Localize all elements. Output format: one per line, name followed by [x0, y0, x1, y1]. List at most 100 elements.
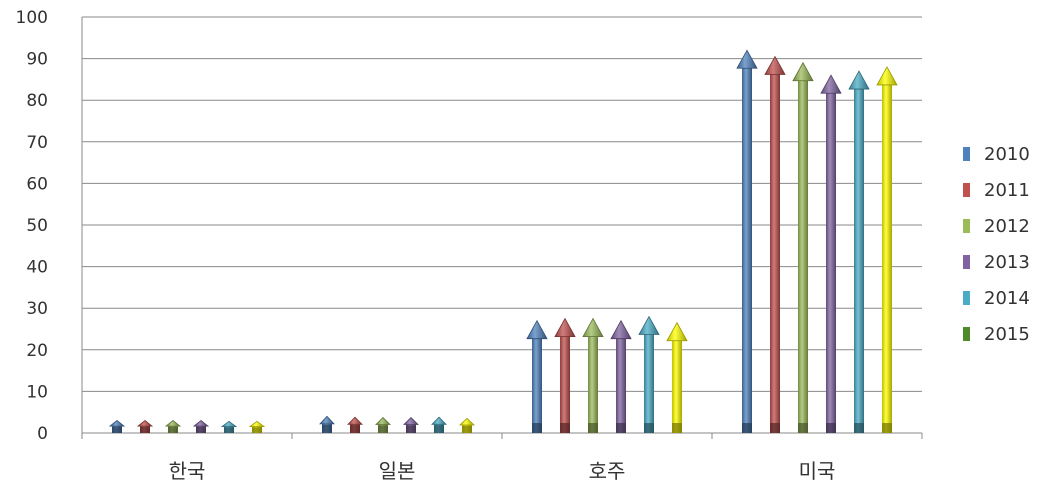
- bar-arrowhead: [820, 74, 842, 94]
- bar-arrowhead: [458, 417, 476, 426]
- legend-swatch: [963, 183, 970, 197]
- bar: [220, 420, 238, 433]
- bar-arrowhead: [403, 417, 419, 425]
- bar-shaft: [770, 74, 780, 434]
- bar-arrowhead: [220, 420, 238, 427]
- bar: [792, 61, 814, 433]
- bar-base: [672, 423, 682, 433]
- bar-arrowhead: [248, 420, 266, 427]
- bar-base: [798, 423, 808, 433]
- bar: [764, 55, 786, 434]
- legend-item: 2013: [963, 252, 1030, 273]
- legend-label: 2013: [984, 252, 1030, 273]
- bar-arrowhead: [526, 319, 548, 340]
- bar: [610, 319, 632, 433]
- y-tick-label: 20: [26, 341, 48, 361]
- bar-base: [434, 425, 444, 433]
- bar-base: [322, 424, 332, 433]
- bar-base: [168, 426, 178, 433]
- x-category-label: 미국: [799, 459, 836, 482]
- legend-swatch: [963, 291, 970, 305]
- bar-shaft: [742, 68, 752, 433]
- legend: 2010 2011 2012 2013 2014 2015: [963, 144, 1030, 345]
- y-tick-label: 10: [26, 382, 48, 402]
- legend-item: 2015: [963, 324, 1030, 345]
- bar-arrowhead: [638, 315, 660, 335]
- bar-base: [406, 425, 416, 433]
- bar: [108, 420, 126, 433]
- bar-base: [616, 423, 626, 433]
- x-category-label: 호주: [589, 459, 626, 482]
- bar-shaft: [672, 340, 682, 433]
- legend-label: 2012: [984, 216, 1030, 237]
- bar-shaft: [826, 93, 836, 434]
- bar-base: [644, 423, 654, 433]
- bar-arrowhead: [164, 420, 182, 427]
- bar-shaft: [798, 80, 808, 433]
- bar: [554, 317, 576, 433]
- bar: [375, 417, 391, 433]
- bar: [526, 319, 548, 433]
- bar-arrowhead: [319, 415, 335, 425]
- bar-base: [588, 423, 598, 433]
- bar-shaft: [616, 338, 626, 433]
- legend-item: 2012: [963, 216, 1030, 237]
- x-category-label: 한국: [169, 459, 206, 482]
- bar-base: [560, 423, 570, 433]
- bar-shaft: [882, 84, 892, 434]
- y-tick-label: 30: [26, 299, 48, 319]
- legend-swatch: [963, 327, 970, 341]
- bar-base: [224, 427, 234, 433]
- bars: [108, 49, 898, 434]
- legend-item: 2011: [963, 180, 1030, 201]
- bar-base: [378, 425, 388, 433]
- legend-swatch: [963, 255, 970, 269]
- bar: [736, 49, 758, 433]
- legend-label: 2015: [984, 324, 1030, 345]
- bar-base: [882, 423, 892, 433]
- bar: [820, 74, 842, 434]
- legend-swatch: [963, 219, 970, 233]
- bar-base: [532, 423, 542, 433]
- bar-base: [112, 426, 122, 433]
- bar-arrowhead: [108, 420, 126, 427]
- bar: [347, 416, 363, 433]
- bar: [192, 420, 210, 433]
- bar-shaft: [588, 336, 598, 433]
- axes: [81, 17, 923, 439]
- bar: [164, 420, 182, 433]
- y-tick-label: 60: [26, 174, 48, 194]
- bar: [848, 70, 870, 433]
- bar-arrowhead: [431, 416, 447, 425]
- legend-label: 2011: [984, 180, 1030, 201]
- bar: [136, 420, 154, 433]
- y-tick-label: 90: [26, 50, 48, 70]
- bar: [666, 321, 688, 433]
- bar-arrowhead: [375, 417, 391, 425]
- bar-shaft: [532, 338, 542, 433]
- bar: [582, 317, 604, 433]
- bar-arrowhead: [764, 55, 786, 75]
- bar: [458, 417, 476, 433]
- bar-base: [350, 425, 360, 433]
- y-tick-label: 50: [26, 216, 48, 236]
- bar: [403, 417, 419, 433]
- bar: [248, 420, 266, 433]
- bar-arrowhead: [876, 66, 898, 86]
- bar-arrowhead: [848, 70, 870, 90]
- bar-arrowhead: [736, 49, 758, 69]
- bar-base: [196, 426, 206, 433]
- gridlines: [82, 16, 922, 434]
- y-tick-label: 0: [37, 424, 48, 444]
- bar-base: [140, 426, 150, 433]
- bar-base: [854, 423, 864, 433]
- bar-arrowhead: [554, 317, 576, 338]
- bar-arrowhead: [582, 317, 604, 338]
- legend-label: 2014: [984, 288, 1030, 309]
- legend-label: 2010: [984, 144, 1030, 165]
- axis-labels: 0 10 20 30 40 50 60 70 80 90 100 한국 일본 호주 미국: [16, 8, 836, 483]
- y-tick-label: 40: [26, 258, 48, 278]
- y-tick-label: 70: [26, 133, 48, 153]
